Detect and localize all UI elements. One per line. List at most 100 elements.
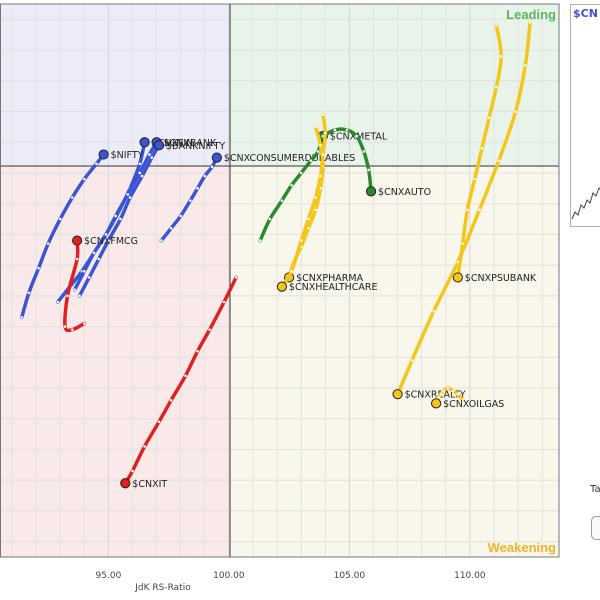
series-cnxfmcg: $CNXFMCG [63,235,138,333]
trail-point [128,196,132,199]
trail-point [323,131,327,135]
trail-point [299,239,303,242]
trail-point [157,420,161,424]
x-tick-label: 105.00 [334,571,366,581]
trail-point [222,300,226,304]
trail-point [83,269,86,273]
trail-point [234,276,238,279]
trail-point [432,309,436,313]
series-head-marker [276,281,288,292]
series-label: $BANKNIFTY [166,141,225,152]
trail-point [184,374,187,378]
series-head-marker [365,186,377,197]
trail-point [321,153,325,156]
series-label: $CNXPSUBANK [465,273,537,284]
trail-point [367,168,370,172]
trail-point [307,226,310,230]
quadrant-improving [0,4,230,166]
trail-point [203,174,207,178]
series-cnxauto: $CNXAUTO [321,127,431,198]
trail-point [63,325,67,328]
trail-point [70,196,74,199]
side-price-panel[interactable]: $CN [570,4,600,227]
side-price-sparkline [571,187,600,220]
series-label: $CNXIT [132,479,167,490]
plot-border [0,3,560,558]
trail-point [316,150,320,153]
side-panel-control[interactable] [591,516,600,540]
trail-point [95,162,98,166]
trail-point [355,134,358,138]
trail-point [290,269,293,273]
series-head-marker [211,152,222,163]
series-cnxhealthcare: $CNXHEALTHCARE [276,112,378,293]
series-head-marker [120,478,131,489]
trail-point [499,54,503,58]
trail-point [446,386,450,390]
trail-point [66,294,69,298]
trail-point [148,153,151,156]
series-nifty: $NIFTY [19,149,144,320]
x-axis-label: JdK RS-Ratio [134,583,191,593]
grid-lines [0,4,559,557]
trail-point [169,226,173,230]
trail-point [461,399,464,402]
trail-point [280,199,284,202]
trail-point [189,199,192,202]
trail-point [480,147,484,150]
trail-point [439,392,443,396]
trail-point [160,239,163,242]
trail-point [495,24,498,27]
trail-point [290,183,293,187]
trail-point [27,291,31,295]
trail-point [78,294,81,298]
trail-point [73,288,76,292]
trail-point [333,128,337,132]
trail-point [107,239,110,242]
trail-point [442,389,445,393]
series-head-marker [72,235,83,246]
trail-point [169,399,173,402]
trail-point [456,392,460,396]
series-label: $NIFTY [111,150,144,161]
trail-point [461,242,464,245]
x-tick-label: 95.00 [96,571,122,581]
x-tick-label: 110.00 [454,571,486,581]
series-head-marker [452,272,463,283]
quadrant-lagging [0,166,230,557]
trail-point [473,177,476,181]
x-tick-label: 100.00 [213,571,245,581]
series-label: $CNXBANK [164,138,217,149]
trail-point [56,300,60,304]
trail-point [114,214,117,218]
trail-point [314,125,317,129]
series-label: $CNXOILGAS [443,399,504,410]
trail-point [319,144,322,147]
trail-point [309,159,313,162]
trail-point [92,251,96,255]
series-trails: $CNXFIN$CNXBANK$BANKNIFTY $NIFTY $CNXCONSU… [19,20,537,490]
trail-point [87,276,91,279]
quadrant-leading [230,4,559,166]
trail-point [466,208,469,212]
trail-point [497,159,501,162]
trail-point [314,208,317,212]
side-sparkline-path [571,187,600,220]
trail-point [345,128,349,132]
series-label: $CNXPHARMA [296,273,363,284]
side-panel-title: $CN [573,7,598,20]
trail-point [20,316,23,319]
trail-point [83,177,86,181]
trail-point [104,233,108,236]
quadrant-label-weakening: Weakening [488,540,556,555]
trail-point [456,260,460,264]
trail-point [299,171,303,175]
trail-point [528,21,532,24]
trail-point [495,85,498,89]
side-panel-caption: Ta [590,484,600,495]
trail-point [410,359,414,362]
trail-point [179,214,183,218]
series-banknifty: $BANKNIFTY [77,140,225,298]
trail-point [258,239,262,242]
